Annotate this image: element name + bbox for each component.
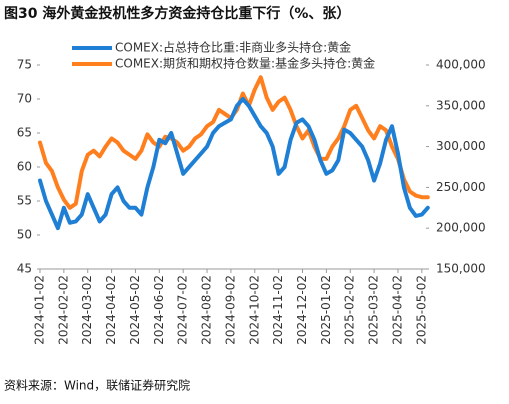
legend-label: COMEX:占总持仓比重:非商业多头持仓:黄金 xyxy=(115,40,351,55)
y-tick-label: 70 xyxy=(17,92,32,106)
x-tick-label: 2024-10-02 xyxy=(247,275,261,345)
x-tick-label: 2024-09-02 xyxy=(223,275,237,345)
y-tick-label: 45 xyxy=(17,262,32,276)
y-tick-label: 50 xyxy=(17,228,32,242)
x-tick-label: 2025-03-02 xyxy=(367,275,381,345)
y2-tick-label: 150,000 xyxy=(436,262,486,276)
x-tick-label: 2025-05-02 xyxy=(414,275,428,345)
x-tick-label: 2025-04-02 xyxy=(390,275,404,345)
y2-tick-label: 350,000 xyxy=(436,98,486,112)
y2-tick-label: 400,000 xyxy=(436,58,486,72)
x-tick-label: 2024-11-02 xyxy=(271,275,285,345)
series-line xyxy=(38,97,430,231)
x-tick-label: 2024-08-02 xyxy=(200,275,214,345)
x-tick-label: 2025-02-02 xyxy=(343,275,357,345)
y2-tick-label: 200,000 xyxy=(436,221,486,235)
y-tick-label: 65 xyxy=(17,126,32,140)
y-tick-label: 75 xyxy=(17,58,32,72)
x-tick-label: 2024-06-02 xyxy=(152,275,166,345)
x-tick-label: 2024-04-02 xyxy=(104,275,118,345)
series-line xyxy=(38,75,430,210)
y2-tick-label: 250,000 xyxy=(436,180,486,194)
x-tick-label: 2025-01-02 xyxy=(319,275,333,345)
x-tick-label: 2024-03-02 xyxy=(80,275,94,345)
legend-label: COMEX:期货和期权持仓数量:基金多头持仓:黄金 xyxy=(115,56,375,71)
x-tick-label: 2024-01-02 xyxy=(33,275,47,345)
x-tick-label: 2024-07-02 xyxy=(176,275,190,345)
y-tick-label: 55 xyxy=(17,194,32,208)
y-tick-label: 60 xyxy=(17,160,32,174)
y2-tick-label: 300,000 xyxy=(436,139,486,153)
x-tick-label: 2024-05-02 xyxy=(128,275,142,345)
x-tick-label: 2024-12-02 xyxy=(295,275,309,345)
x-tick-label: 2024-02-02 xyxy=(56,275,70,345)
source: 资料来源：Wind，联储证券研究院 xyxy=(4,378,190,393)
chart-title: 图30 海外黄金投机性多方资金持仓比重下行（%、张） xyxy=(4,5,350,22)
